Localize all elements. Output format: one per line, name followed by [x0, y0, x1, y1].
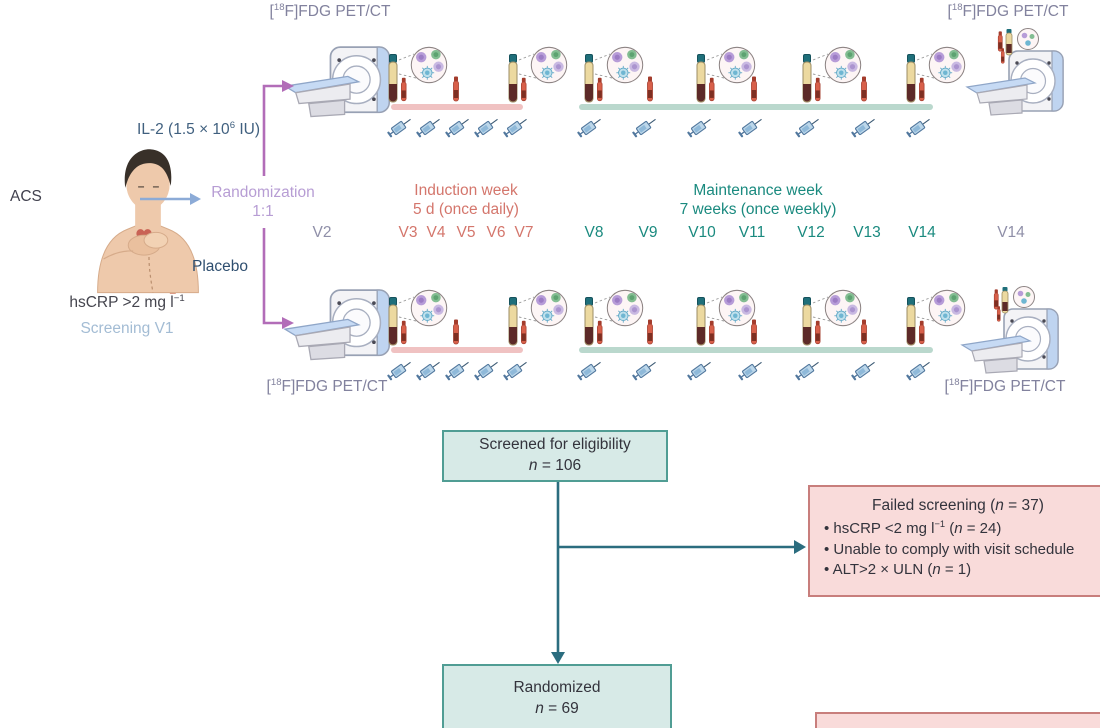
microtube-icon [750, 76, 758, 102]
screening-v1-label: Screening V1 [80, 320, 174, 337]
microtube-icon [452, 76, 460, 102]
syringe-icon [849, 355, 879, 385]
fdg-petct-label-top-right: [18F]FDG PET/CT [947, 1, 1069, 20]
il2-dose-label: IL-2 (1.5 × 106 IU) [137, 119, 260, 138]
flowchart-connectors [551, 480, 806, 664]
blood-sample-pbmc-group-icon [800, 46, 862, 104]
partial-exclusion-box [815, 712, 1100, 728]
syringe-icon [472, 112, 502, 142]
blood-sample-pbmc-group-icon [904, 46, 966, 104]
screened-box: Screened for eligibility n = 106 [442, 430, 668, 482]
visit-label-v4: V4 [426, 224, 446, 241]
failed-reason-item: • ALT>2 × ULN (n = 1) [824, 561, 972, 579]
blood-sample-pbmc-group-icon [582, 46, 644, 104]
syringe-icon [385, 112, 415, 142]
microtube-icon [452, 319, 460, 345]
randomized-count: n = 69 [535, 700, 579, 717]
syringe-icon [793, 112, 823, 142]
syringe-icon [443, 112, 473, 142]
syringe-icon [736, 355, 766, 385]
syringe-icon [575, 112, 605, 142]
blood-sample-pbmc-group-icon [386, 46, 448, 104]
blood-sample-pbmc-group-icon [386, 289, 448, 347]
blood-sample-pbmc-group-icon [904, 289, 966, 347]
syringe-icon [501, 355, 531, 385]
placebo-label: Placebo [191, 258, 248, 275]
acs-to-randomization-arrow [140, 193, 201, 205]
syringe-icon [630, 355, 660, 385]
visit-label-v10: V10 [688, 224, 716, 241]
blood-sample-pbmc-group-icon [694, 46, 756, 104]
failed-reason-item: • Unable to comply with visit schedule [824, 540, 1075, 558]
visit-label-v13: V13 [853, 224, 881, 241]
microtube-icon [860, 76, 868, 102]
syringe-icon [385, 355, 415, 385]
randomization-label: Randomization 1:1 [211, 184, 315, 220]
syringe-icon [443, 355, 473, 385]
induction-phase-bar [391, 347, 523, 353]
blood-sample-pbmc-group-icon [694, 289, 756, 347]
syringe-icon [414, 355, 444, 385]
failed-screening-title: Failed screening (n = 37) [872, 497, 1044, 514]
failed-reason-item: • hsCRP <2 mg l−1 (n = 24) [824, 518, 1002, 537]
visit-label-v2: V2 [312, 224, 332, 241]
blood-sample-pbmc-group-icon [800, 289, 862, 347]
microtube-icon [646, 76, 654, 102]
visit-label-v5: V5 [456, 224, 476, 241]
visit-label-v14: V14 [908, 224, 936, 241]
induction-week-label: Induction week 5 d (once daily) [413, 182, 519, 218]
microtube-icon [646, 319, 654, 345]
randomization-branch-arrows [262, 80, 294, 329]
acs-label: ACS [10, 188, 42, 205]
maintenance-phase-bar [579, 347, 933, 353]
failed-screening-box: Failed screening (n = 37) • hsCRP <2 mg … [808, 485, 1100, 597]
syringe-icon [904, 112, 934, 142]
blood-sample-group-icon [996, 28, 1040, 64]
fdg-petct-label-bottom-right: [18F]FDG PET/CT [944, 376, 1066, 395]
visit-label-v3: V3 [398, 224, 418, 241]
randomized-box: Randomized n = 69 [442, 664, 672, 728]
screened-count: n = 106 [528, 457, 582, 474]
visit-label-v11: V11 [738, 224, 766, 241]
syringe-icon [472, 355, 502, 385]
failed-screening-reasons: • hsCRP <2 mg l−1 (n = 24) • Unable to c… [810, 517, 1100, 581]
visit-label-v9: V9 [638, 224, 658, 241]
fdg-petct-label-bottom-left: [18F]FDG PET/CT [266, 376, 388, 395]
blood-sample-pbmc-group-icon [582, 289, 644, 347]
syringe-icon [904, 355, 934, 385]
blood-sample-group-icon [992, 286, 1036, 322]
syringe-icon [630, 112, 660, 142]
microtube-icon [750, 319, 758, 345]
syringe-icon [414, 112, 444, 142]
syringe-icon [736, 112, 766, 142]
hscrp-criterion-label: hsCRP >2 mg l−1 [69, 292, 185, 311]
syringe-icon [501, 112, 531, 142]
visit-label-v6: V6 [486, 224, 506, 241]
blood-sample-pbmc-group-icon [506, 289, 568, 347]
syringe-icon [575, 355, 605, 385]
blood-sample-pbmc-group-icon [506, 46, 568, 104]
visit-label-v8: V8 [584, 224, 604, 241]
fdg-petct-label-top-left: [18F]FDG PET/CT [269, 1, 391, 20]
maintenance-week-label: Maintenance week 7 weeks (once weekly) [679, 182, 837, 218]
maintenance-phase-bar [579, 104, 933, 110]
induction-phase-bar [391, 104, 523, 110]
randomized-title: Randomized [513, 679, 601, 697]
syringe-icon [685, 355, 715, 385]
microtube-icon [860, 319, 868, 345]
syringe-icon [793, 355, 823, 385]
syringe-icon [849, 112, 879, 142]
visit-label-v14-final: V14 [997, 224, 1025, 241]
screened-title: Screened for eligibility [479, 436, 631, 454]
syringe-icon [685, 112, 715, 142]
visit-label-v12: V12 [797, 224, 825, 241]
visit-label-v7: V7 [514, 224, 534, 241]
